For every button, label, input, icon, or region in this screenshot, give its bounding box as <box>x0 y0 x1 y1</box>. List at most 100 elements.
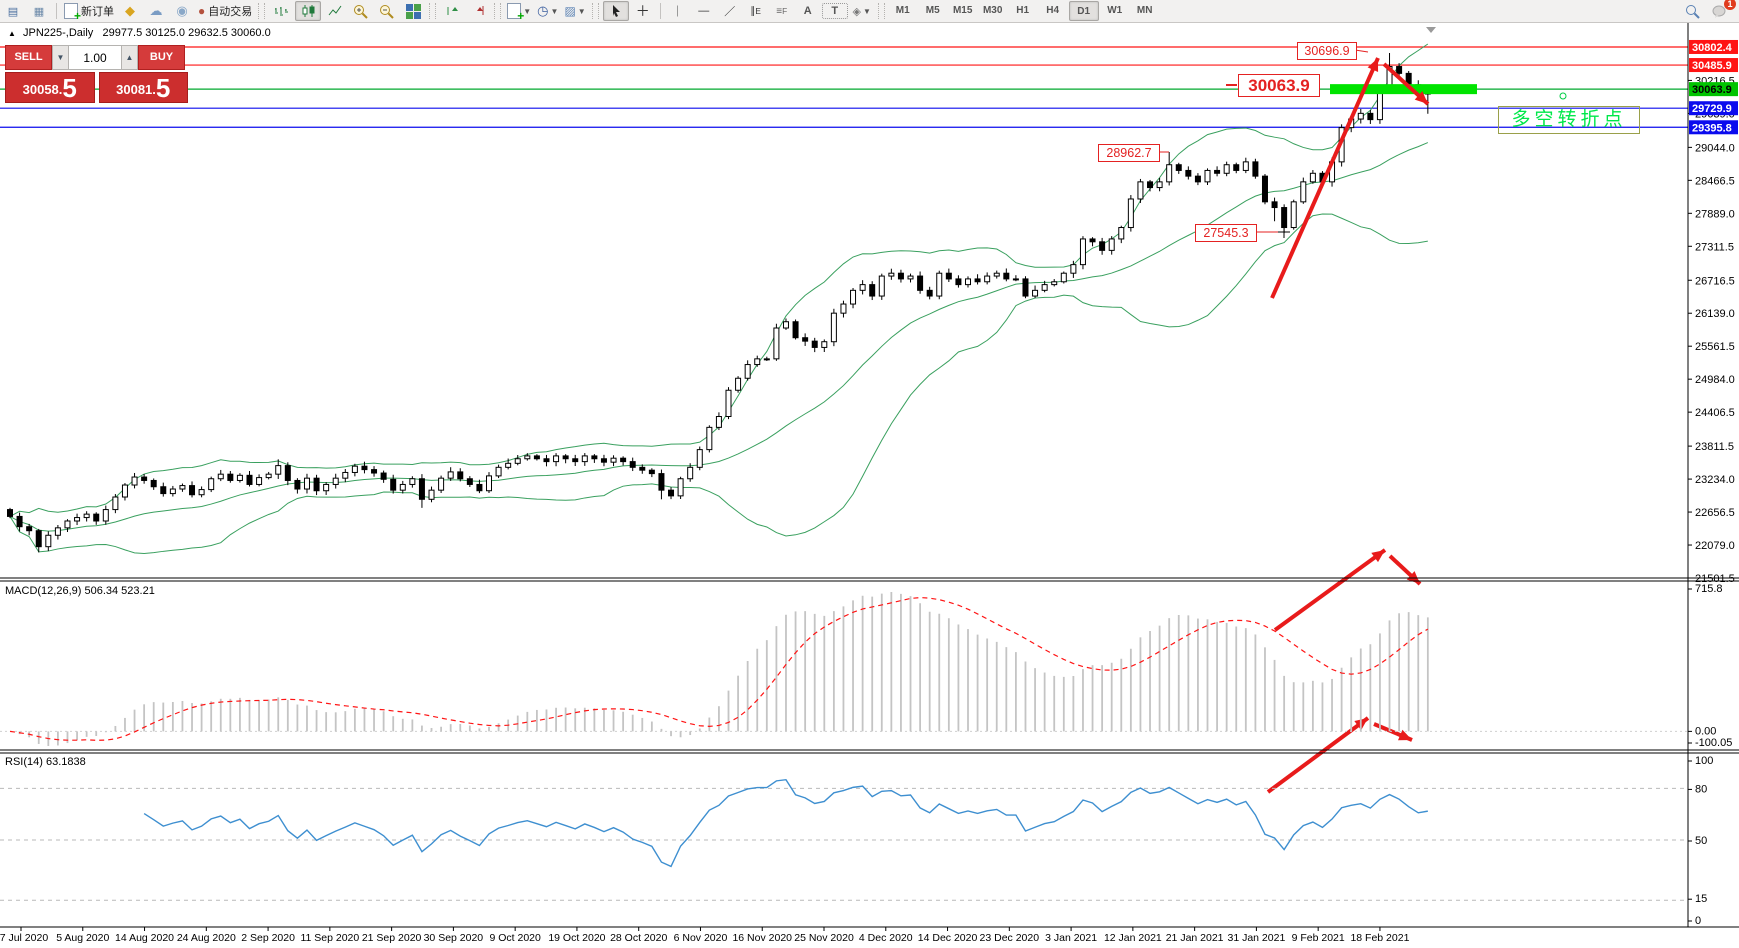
price-level-box[interactable]: 30802.4 <box>1692 42 1733 54</box>
sell-price-display[interactable]: 30058. 5 <box>5 72 95 103</box>
horizontal-line-icon[interactable]: — <box>698 5 710 17</box>
timeframe-M15[interactable]: M15 <box>952 4 973 16</box>
line-chart-icon[interactable] <box>323 2 347 20</box>
price-tick: 24984.0 <box>1695 374 1735 386</box>
candle <box>1012 278 1019 281</box>
periods-icon[interactable]: ◷ ▼ <box>537 3 559 18</box>
channel-icon[interactable]: ∥ E <box>750 5 761 17</box>
buy-button[interactable]: BUY <box>138 45 185 70</box>
timeframe-W1[interactable]: W1 <box>1107 4 1123 16</box>
indicators-icon[interactable]: ▼ <box>505 2 533 23</box>
ohlc-values: 29977.5 30125.0 29632.5 30060.0 <box>102 27 271 39</box>
volume-decrease-button[interactable]: ▼ <box>52 45 69 70</box>
metaeditor-icon[interactable]: ◆ <box>125 3 135 18</box>
templates-icon[interactable]: ▨ ▼ <box>564 4 586 18</box>
vertical-line-icon[interactable]: ｜ <box>672 6 684 18</box>
candle <box>984 275 991 283</box>
candle <box>45 534 52 548</box>
data-window-icon[interactable]: ▦ <box>33 5 45 18</box>
annotation-mid-price[interactable]: 28962.7 <box>1098 144 1160 162</box>
time-tick: 24 Aug 2020 <box>177 932 236 944</box>
collapse-triangle-icon[interactable]: ▲ <box>8 29 16 38</box>
candle <box>64 520 71 529</box>
timeframe-M5[interactable]: M5 <box>925 4 940 16</box>
text-label-icon[interactable]: T <box>821 3 848 19</box>
candle <box>840 303 847 314</box>
notifications-icon[interactable]: 1 <box>1707 0 1736 20</box>
cursor-icon[interactable] <box>602 1 629 21</box>
market-watch-icon[interactable]: ▤ <box>7 5 19 18</box>
new-order-button[interactable]: 新订单 <box>62 2 116 23</box>
chart-shift-icon[interactable] <box>466 2 490 20</box>
candle <box>591 455 598 460</box>
search-icon[interactable] <box>1681 2 1705 20</box>
zoom-in-icon[interactable] <box>349 2 373 20</box>
rsi-up-arrow[interactable] <box>1266 716 1370 794</box>
candle <box>1271 201 1278 209</box>
highlight-band[interactable] <box>1330 84 1477 95</box>
candle <box>514 458 521 464</box>
time-tick: 4 Dec 2020 <box>859 932 913 944</box>
candle <box>112 496 119 511</box>
candle <box>696 449 703 468</box>
auto-scroll-icon[interactable] <box>440 2 464 20</box>
candle <box>447 471 454 479</box>
timeframe-M30[interactable]: M30 <box>982 4 1003 16</box>
new-order-icon <box>64 3 81 23</box>
price-level-box[interactable]: 29729.9 <box>1692 103 1732 115</box>
annotation-band-price[interactable]: 30063.9 <box>1238 74 1320 97</box>
candlestick-chart-icon[interactable] <box>295 1 322 21</box>
rsi-axis-label: 15 <box>1695 893 1707 905</box>
candle <box>888 272 895 277</box>
bar-chart-icon[interactable] <box>269 2 293 20</box>
time-tick: 14 Aug 2020 <box>115 932 174 944</box>
annotation-low-price[interactable]: 27545.3 <box>1195 224 1257 242</box>
chevron-down-icon: ▼ <box>862 6 871 16</box>
up-trend-arrow[interactable] <box>1270 57 1380 299</box>
macd-label: MACD(12,26,9) 506.34 523.21 <box>5 585 155 597</box>
chart-shift-marker[interactable] <box>1426 27 1436 33</box>
price-level-box[interactable]: 30485.9 <box>1692 60 1732 72</box>
candle <box>150 479 157 488</box>
candle <box>1041 284 1048 291</box>
signals-icon[interactable]: ◉ <box>176 3 188 18</box>
buy-price-display[interactable]: 30081. 5 <box>98 72 188 103</box>
chart-window-title: ▲ JPN225-,Daily 29977.5 30125.0 29632.5 … <box>8 27 271 39</box>
price-level-box[interactable]: 30063.9 <box>1692 84 1732 96</box>
price-level-box[interactable]: 29395.8 <box>1692 122 1732 134</box>
rsi-axis: 100 80 50 15 0 <box>1688 755 1713 927</box>
sell-button[interactable]: SELL <box>5 45 52 70</box>
fibonacci-icon[interactable]: ≡ F <box>776 5 788 17</box>
tile-windows-icon[interactable] <box>401 2 425 20</box>
trendline-icon[interactable]: ／ <box>724 6 736 18</box>
timeframe-H1[interactable]: H1 <box>1016 4 1030 16</box>
price-tick: 21501.5 <box>1695 573 1735 585</box>
volume-input[interactable] <box>69 45 121 70</box>
timeframe-MN[interactable]: MN <box>1136 4 1153 16</box>
time-tick: 14 Dec 2020 <box>918 932 978 944</box>
annotation-turning-point[interactable]: 多空转折点 <box>1498 106 1640 134</box>
volume-increase-button[interactable]: ▲ <box>121 45 138 70</box>
community-icon[interactable]: ☁ <box>149 3 163 18</box>
zoom-out-icon[interactable] <box>375 2 399 20</box>
timeframe-D1[interactable]: D1 <box>1068 1 1099 21</box>
candle <box>811 340 818 348</box>
price-tick: 27311.5 <box>1695 241 1734 253</box>
macd-up-arrow[interactable] <box>1273 548 1387 632</box>
timeframe-H4[interactable]: H4 <box>1046 4 1060 16</box>
annotation-high-price[interactable]: 30696.9 <box>1297 42 1357 60</box>
candle <box>744 364 751 379</box>
arrows-icon[interactable]: ◈ ▼ <box>852 5 871 18</box>
candle <box>715 416 722 428</box>
candle <box>553 455 560 463</box>
chevron-down-icon: ▼ <box>523 6 532 16</box>
crosshair-icon[interactable]: ＋ <box>635 3 650 19</box>
candle <box>1223 164 1230 174</box>
text-icon[interactable]: A <box>803 5 812 17</box>
candle <box>1194 175 1201 183</box>
candle <box>907 275 914 280</box>
autotrading-button[interactable]: ● 自动交易 <box>196 2 254 20</box>
candle <box>658 473 665 491</box>
timeframe-M1[interactable]: M1 <box>895 4 910 16</box>
